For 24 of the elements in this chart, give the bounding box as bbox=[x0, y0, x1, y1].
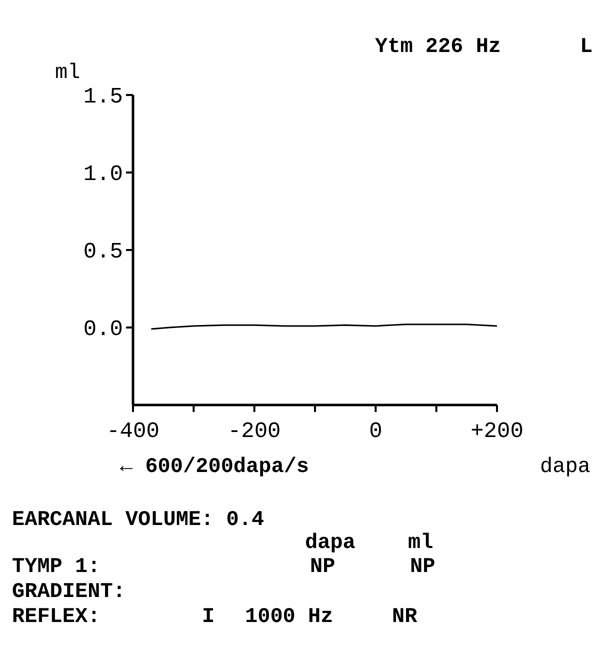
text: dapa bbox=[305, 532, 356, 555]
x-axis-title: dapa bbox=[540, 456, 590, 479]
y-tick-label: 0.0 bbox=[83, 317, 123, 342]
x-tick-label: +200 bbox=[470, 419, 524, 444]
text: L bbox=[580, 36, 593, 59]
text: NR bbox=[392, 606, 418, 629]
y-axis-title: ml bbox=[55, 62, 80, 85]
y-tick-label: 1.5 bbox=[83, 84, 123, 110]
text: TYMP 1: bbox=[12, 556, 100, 579]
x-tick-label: -200 bbox=[228, 419, 281, 444]
text: 1000 Hz bbox=[245, 606, 334, 629]
text: GRADIENT: bbox=[12, 581, 126, 604]
text: I bbox=[202, 606, 215, 629]
text: ml bbox=[408, 532, 434, 555]
y-tick-label: 1.0 bbox=[83, 162, 123, 188]
text: ← 600/200dapa/s bbox=[120, 456, 310, 479]
text: NP bbox=[410, 556, 436, 579]
x-tick-label: -400 bbox=[106, 419, 160, 444]
y-tick-label: 0.5 bbox=[83, 240, 123, 265]
text: EARCANAL VOLUME: 0.4 bbox=[12, 509, 264, 532]
x-tick-label: 0 bbox=[369, 419, 382, 444]
text: NP bbox=[310, 556, 336, 579]
text: REFLEX: bbox=[12, 606, 100, 629]
chart-title: Ytm 226 Hz bbox=[375, 36, 502, 59]
